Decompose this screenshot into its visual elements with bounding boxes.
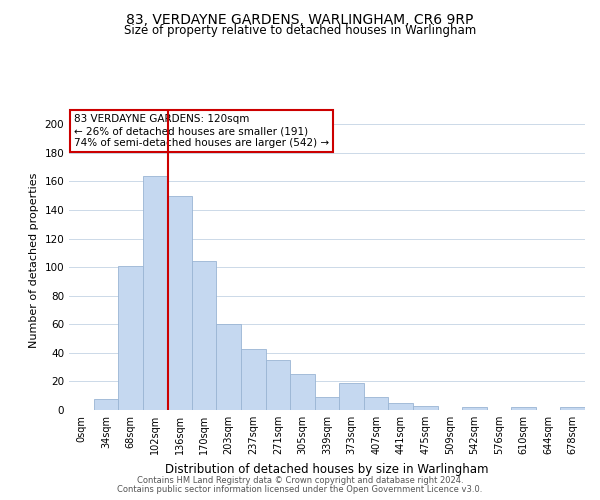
Text: 83 VERDAYNE GARDENS: 120sqm
← 26% of detached houses are smaller (191)
74% of se: 83 VERDAYNE GARDENS: 120sqm ← 26% of det…	[74, 114, 329, 148]
Bar	[413, 406, 437, 410]
Bar	[118, 266, 143, 410]
Bar	[266, 360, 290, 410]
Y-axis label: Number of detached properties: Number of detached properties	[29, 172, 39, 348]
Bar	[364, 397, 388, 410]
Bar	[388, 403, 413, 410]
Bar	[511, 407, 536, 410]
Bar	[462, 407, 487, 410]
Bar	[192, 262, 217, 410]
Bar	[241, 348, 266, 410]
Text: Contains HM Land Registry data © Crown copyright and database right 2024.: Contains HM Land Registry data © Crown c…	[137, 476, 463, 485]
X-axis label: Distribution of detached houses by size in Warlingham: Distribution of detached houses by size …	[165, 462, 489, 475]
Bar	[290, 374, 315, 410]
Text: Contains public sector information licensed under the Open Government Licence v3: Contains public sector information licen…	[118, 485, 482, 494]
Bar	[339, 383, 364, 410]
Bar	[560, 407, 585, 410]
Bar	[315, 397, 339, 410]
Bar	[217, 324, 241, 410]
Bar	[143, 176, 167, 410]
Bar	[167, 196, 192, 410]
Text: 83, VERDAYNE GARDENS, WARLINGHAM, CR6 9RP: 83, VERDAYNE GARDENS, WARLINGHAM, CR6 9R…	[127, 12, 473, 26]
Text: Size of property relative to detached houses in Warlingham: Size of property relative to detached ho…	[124, 24, 476, 37]
Bar	[94, 398, 118, 410]
